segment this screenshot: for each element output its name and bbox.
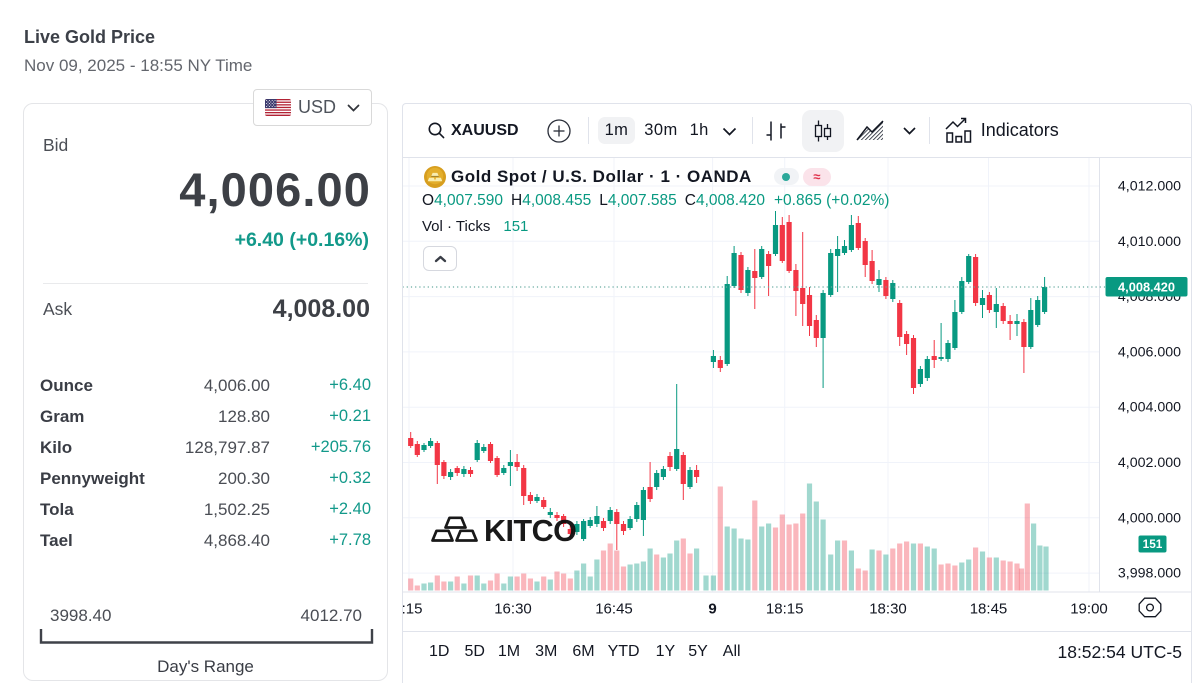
svg-text:4,008.420: 4,008.420 bbox=[1118, 279, 1175, 294]
svg-text:4,012.000: 4,012.000 bbox=[1118, 179, 1181, 195]
svg-text:4,002.000: 4,002.000 bbox=[1118, 455, 1181, 471]
svg-text:9: 9 bbox=[708, 601, 716, 618]
svg-text:19:00: 19:00 bbox=[1070, 601, 1108, 618]
svg-text:4,000.000: 4,000.000 bbox=[1118, 510, 1181, 526]
svg-text:4,010.000: 4,010.000 bbox=[1118, 234, 1181, 250]
svg-text:16:45: 16:45 bbox=[595, 601, 633, 618]
svg-text:18:30: 18:30 bbox=[869, 601, 907, 618]
svg-text::15: :15 bbox=[403, 601, 422, 618]
svg-text:4,006.000: 4,006.000 bbox=[1118, 344, 1181, 360]
svg-text:3,998.000: 3,998.000 bbox=[1118, 566, 1181, 582]
svg-text:4,004.000: 4,004.000 bbox=[1118, 400, 1181, 416]
svg-text:16:30: 16:30 bbox=[494, 601, 532, 618]
svg-text:18:45: 18:45 bbox=[970, 601, 1008, 618]
svg-text:18:15: 18:15 bbox=[766, 601, 804, 618]
svg-text:151: 151 bbox=[1143, 537, 1163, 551]
svg-text:KITCO: KITCO bbox=[484, 514, 576, 548]
